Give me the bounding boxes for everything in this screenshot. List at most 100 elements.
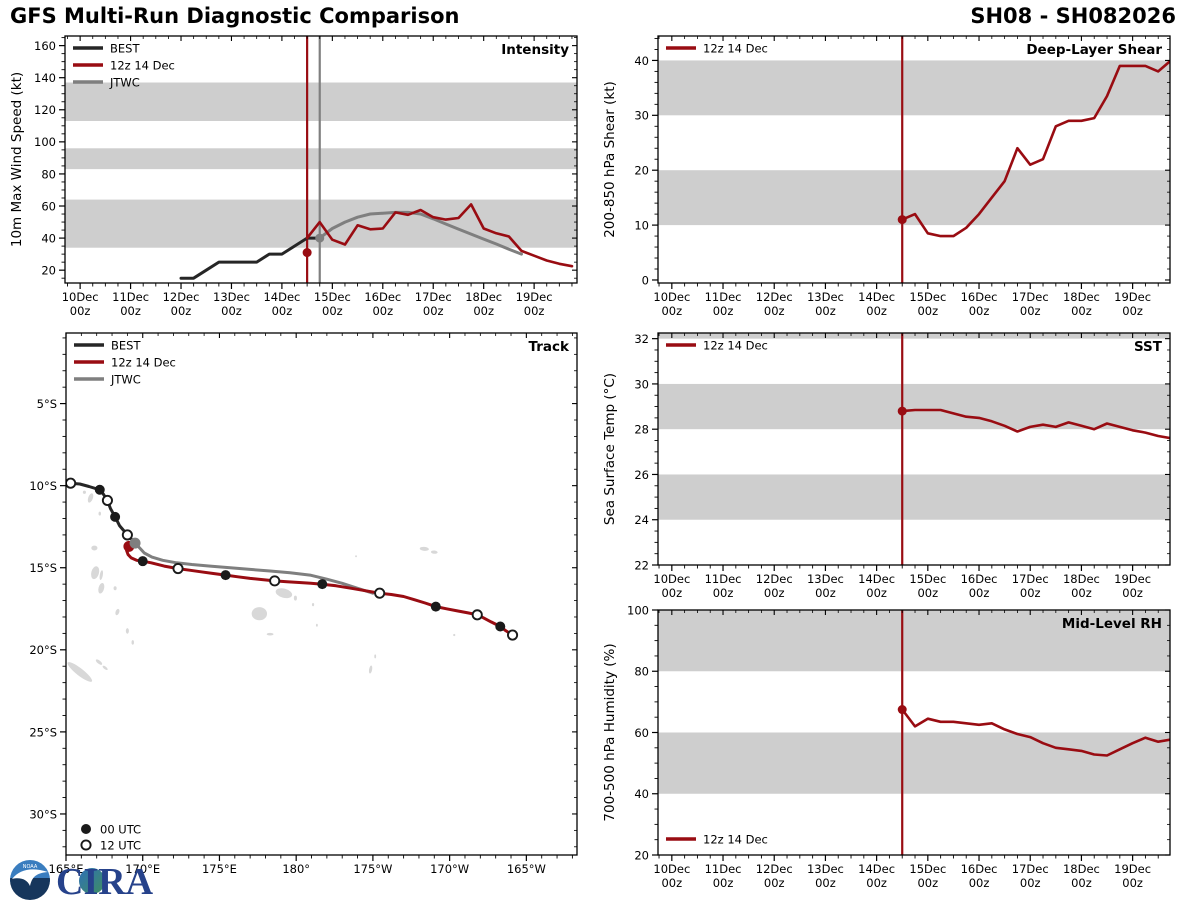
lon-tick-label: 175°W xyxy=(353,862,392,876)
x-tick-label: 12Dec xyxy=(163,290,200,304)
land-island xyxy=(95,659,103,665)
category-bands xyxy=(65,82,577,248)
x-tick-label: 14Dec xyxy=(858,290,895,304)
init-dot xyxy=(315,233,325,243)
init-dot xyxy=(897,406,907,416)
y-axis-title: 700-500 hPa Humidity (%) xyxy=(602,643,618,821)
marker-00utc xyxy=(94,484,105,495)
axes-spine xyxy=(657,35,1171,284)
x-tick-label: 19Dec xyxy=(1114,290,1151,304)
axes-spine xyxy=(64,35,578,284)
marker-12utc xyxy=(506,629,519,641)
x-tick-label: 10Dec xyxy=(653,290,690,304)
legend-label: 12z 14 Dec xyxy=(703,338,768,352)
x-tick-hour: 00z xyxy=(713,876,734,890)
cira-logo-text: CIRA xyxy=(56,861,154,900)
lon-tick-label: 165°E xyxy=(49,862,84,876)
x-tick-hour: 00z xyxy=(917,876,938,890)
jtwc-track xyxy=(133,541,375,595)
legend-label: 12z 14 Dec xyxy=(703,832,768,846)
track-panel: 165°E 170°E 175°E 180° 175°W 170°W 165°W 5°S 10°… xyxy=(29,332,578,876)
x-axis: 10Dec00z11Dec00z12Dec00z13Dec00z14Dec00z… xyxy=(62,36,573,318)
x-tick-label: 18Dec xyxy=(1063,290,1100,304)
x-tick-hour: 00z xyxy=(473,304,494,318)
track-markers xyxy=(66,477,519,641)
y-tick-label: 32 xyxy=(634,332,649,346)
x-tick-label: 13Dec xyxy=(807,862,844,876)
marker-legend-label: 12 UTC xyxy=(100,838,141,852)
storm-id-title: SH08 - SH082026 xyxy=(970,4,1176,28)
category-band xyxy=(65,82,577,122)
x-tick-hour: 00z xyxy=(1020,304,1041,318)
x-tick-hour: 00z xyxy=(1071,304,1092,318)
lat-tick-label: 10°S xyxy=(29,479,57,493)
x-tick-hour: 00z xyxy=(272,304,293,318)
x-tick-label: 13Dec xyxy=(213,290,250,304)
legend: 12z 14 Dec xyxy=(666,338,768,352)
legend-label: 12z 14 Dec xyxy=(111,355,176,369)
x-tick-hour: 00z xyxy=(1122,304,1143,318)
category-bands xyxy=(658,333,1170,520)
x-tick-hour: 00z xyxy=(917,586,938,600)
x-tick-hour: 00z xyxy=(70,304,91,318)
x-tick-hour: 00z xyxy=(661,876,682,890)
y-tick-label: 120 xyxy=(34,103,56,117)
land-island xyxy=(87,493,94,503)
legend: 12z 14 Dec xyxy=(666,41,768,55)
x-tick-hour: 00z xyxy=(764,304,785,318)
y-tick-label: 24 xyxy=(634,513,649,527)
12z-14-dec-line xyxy=(900,59,1170,238)
y-tick-label: 60 xyxy=(634,726,649,740)
y-axis: 22 24 26 28 30 32 xyxy=(634,332,1170,572)
category-band xyxy=(658,333,1170,339)
marker-12utc xyxy=(121,529,133,541)
legend-label: 12z 14 Dec xyxy=(110,58,175,72)
x-tick-hour: 00z xyxy=(815,304,836,318)
legend-label: BEST xyxy=(111,338,141,352)
legend-label: JTWC xyxy=(110,372,141,386)
init-dot xyxy=(897,215,907,225)
y-axis-title: 200-850 hPa Shear (kt) xyxy=(602,81,618,238)
marker-legend: 00 UTC 12 UTC xyxy=(80,822,141,852)
y-tick-label: 20 xyxy=(634,164,649,178)
y-tick-label: 60 xyxy=(41,199,56,213)
x-tick-label: 13Dec xyxy=(807,290,844,304)
y-axis: 20 40 60 80 100 xyxy=(627,603,1170,862)
page-title: GFS Multi-Run Diagnostic Comparison xyxy=(10,4,460,28)
category-band xyxy=(658,474,1170,520)
panel-title: Mid-Level RH xyxy=(1062,616,1162,632)
lat-tick-label: 25°S xyxy=(29,725,57,739)
marker-12utc xyxy=(101,494,113,506)
y-tick-label: 80 xyxy=(41,167,56,181)
x-tick-hour: 00z xyxy=(917,304,938,318)
panel-title: Deep-Layer Shear xyxy=(1026,42,1162,58)
marker-00utc xyxy=(317,579,328,590)
y-tick-label: 40 xyxy=(634,54,649,68)
x-tick-hour: 00z xyxy=(713,586,734,600)
noaa-logo-icon: NOAA xyxy=(10,860,50,900)
panel-title: Track xyxy=(529,339,570,355)
x-tick-hour: 00z xyxy=(969,876,990,890)
y-tick-label: 40 xyxy=(634,787,649,801)
category-bands xyxy=(658,60,1170,226)
land-island xyxy=(368,665,373,674)
land-island xyxy=(374,654,377,659)
rh-panel: 10Dec00z11Dec00z12Dec00z13Dec00z14Dec00z… xyxy=(602,603,1171,890)
x-tick-label: 15Dec xyxy=(909,290,946,304)
y-tick-label: 40 xyxy=(41,231,56,245)
legend-label: 12z 14 Dec xyxy=(703,41,768,55)
x-tick-hour: 00z xyxy=(764,586,785,600)
x-tick-hour: 00z xyxy=(866,586,887,600)
x-tick-label: 15Dec xyxy=(314,290,351,304)
lon-tick-label: 170°W xyxy=(430,862,469,876)
axes-spine xyxy=(657,332,1171,566)
x-tick-label: 12Dec xyxy=(756,862,793,876)
x-tick-label: 13Dec xyxy=(807,572,844,586)
jtwc-line xyxy=(318,210,523,256)
12z-14-dec-line xyxy=(900,408,1170,440)
y-tick-label: 30 xyxy=(634,109,649,123)
x-axis: 165°E 170°E 175°E 180° 175°W 170°W 165°W xyxy=(49,333,573,876)
x-tick-hour: 00z xyxy=(1071,586,1092,600)
